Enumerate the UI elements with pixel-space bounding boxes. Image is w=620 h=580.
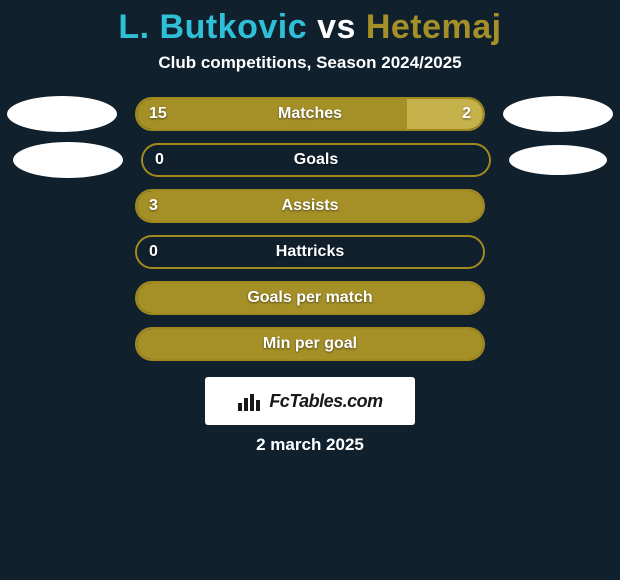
- stat-label: Matches: [278, 105, 342, 123]
- stat-label: Hattricks: [276, 243, 344, 261]
- player1-avatar-placeholder: [13, 142, 123, 178]
- stat-bar: 0 Goals: [141, 143, 491, 177]
- stat-bar: 3 Assists: [135, 189, 485, 223]
- bar-fill-player1: [137, 99, 407, 129]
- stat-value-player1: 3: [149, 197, 158, 215]
- player2-avatar-placeholder: [503, 96, 613, 132]
- title-player1: L. Butkovic: [118, 8, 307, 46]
- stat-label: Goals: [294, 151, 338, 169]
- stat-value-player1: 15: [149, 105, 167, 123]
- title-player2: Hetemaj: [366, 8, 502, 46]
- stat-rows-container: 15 2 Matches 0 Goals 3 Assists 0 Hattricks Goals …: [0, 97, 620, 361]
- title-vs: vs: [317, 8, 356, 46]
- stat-row: Goals per match: [0, 281, 620, 315]
- stat-row: Min per goal: [0, 327, 620, 361]
- stat-label: Min per goal: [263, 335, 357, 353]
- stat-value-player1: 0: [149, 243, 158, 261]
- stat-label: Goals per match: [247, 289, 372, 307]
- brand-text: FcTables.com: [269, 391, 382, 412]
- brand-badge: FcTables.com: [205, 377, 415, 425]
- stat-bar: 0 Hattricks: [135, 235, 485, 269]
- date-text: 2 march 2025: [0, 435, 620, 455]
- stat-value-player2: 2: [462, 105, 471, 123]
- stat-label: Assists: [282, 197, 339, 215]
- stat-bar: Min per goal: [135, 327, 485, 361]
- stat-row: 0 Goals: [0, 143, 620, 177]
- stat-row: 0 Hattricks: [0, 235, 620, 269]
- player1-avatar-placeholder: [7, 96, 117, 132]
- page-title: L. Butkovic vs Hetemaj: [0, 8, 620, 47]
- brand-bars-icon: [237, 391, 263, 411]
- stat-row: 15 2 Matches: [0, 97, 620, 131]
- stat-row: 3 Assists: [0, 189, 620, 223]
- stat-bar: 15 2 Matches: [135, 97, 485, 131]
- bar-fill-player2: [407, 99, 483, 129]
- stat-value-player1: 0: [155, 151, 164, 169]
- player2-avatar-placeholder: [509, 145, 607, 175]
- subtitle: Club competitions, Season 2024/2025: [0, 53, 620, 73]
- comparison-infographic: L. Butkovic vs Hetemaj Club competitions…: [0, 0, 620, 580]
- stat-bar: Goals per match: [135, 281, 485, 315]
